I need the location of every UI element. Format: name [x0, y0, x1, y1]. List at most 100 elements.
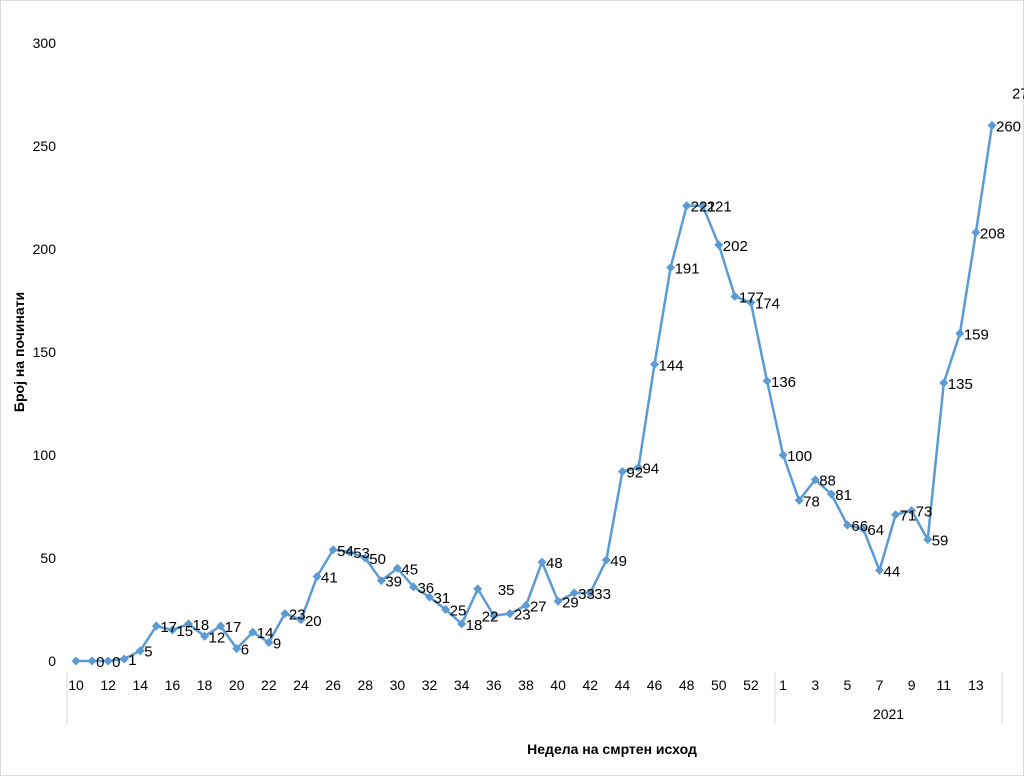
data-label: 27 [530, 598, 547, 615]
data-label: 71 [900, 508, 917, 525]
y-tick-label: 50 [40, 550, 56, 566]
data-label: 50 [369, 551, 386, 568]
data-point-marker [103, 656, 113, 666]
data-label: 59 [932, 532, 949, 549]
data-point-marker [200, 631, 210, 641]
data-point-marker [617, 466, 627, 476]
data-label: 17 [160, 619, 177, 636]
data-label: 31 [434, 590, 451, 607]
data-point-marker [425, 592, 435, 602]
data-point-marker [714, 240, 724, 250]
y-axis-ticks: 0 50 100 150 200 250 300 [33, 35, 57, 669]
data-point-marker [666, 263, 676, 273]
data-point-marker [71, 656, 81, 666]
y-tick-label: 150 [33, 344, 57, 360]
data-point-marker [473, 584, 483, 594]
data-point-marker [601, 555, 611, 565]
y-tick-label: 200 [33, 241, 57, 257]
data-point-marker [971, 228, 981, 238]
x-tick-label: 24 [293, 677, 309, 693]
data-label: 20 [305, 613, 322, 630]
x-tick-label: 38 [518, 677, 534, 693]
data-point-marker [360, 553, 370, 563]
x-tick-label: 20 [229, 677, 245, 693]
data-point-marker [987, 120, 997, 130]
x-tick-label: 32 [422, 677, 438, 693]
data-point-marker [312, 572, 322, 582]
x-axis-lines [66, 672, 1003, 724]
data-label: 6 [241, 642, 249, 659]
data-point-marker [698, 201, 708, 211]
x-tick-label: 12 [100, 677, 116, 693]
data-point-marker [457, 619, 467, 629]
data-point-marker [762, 376, 772, 386]
series-line [76, 125, 994, 663]
x-tick-label: 10 [68, 677, 84, 693]
data-point-marker [778, 450, 788, 460]
data-point-marker [505, 609, 515, 619]
data-label: 33 [578, 586, 595, 603]
data-label: 44 [884, 563, 901, 580]
data-point-marker [553, 596, 563, 606]
x-tick-label: 48 [679, 677, 695, 693]
data-point-marker [376, 576, 386, 586]
data-label: 135 [948, 376, 973, 393]
data-label: 221 [691, 199, 716, 216]
data-point-marker [569, 588, 579, 598]
x-tick-label: 34 [454, 677, 470, 693]
x-tick-label: 7 [876, 677, 884, 693]
x-tick-label: 13 [968, 677, 984, 693]
data-point-marker [746, 298, 756, 308]
data-point-marker [392, 563, 402, 573]
data-label: 174 [755, 296, 780, 313]
data-point-marker [280, 609, 290, 619]
x-tick-label: 14 [132, 677, 148, 693]
data-label: 12 [209, 629, 226, 646]
x-tick-label: 3 [811, 677, 819, 693]
x-tick-label: 42 [582, 677, 598, 693]
data-point-marker [328, 545, 338, 555]
data-label: 66 [851, 518, 868, 535]
y-tick-label: 100 [33, 447, 57, 463]
y-tick-label: 0 [48, 653, 56, 669]
data-point-marker [794, 495, 804, 505]
x-tick-label: 11 [937, 677, 952, 693]
data-point-marker [296, 615, 306, 625]
x-tick-label: 5 [843, 677, 851, 693]
data-point-marker [183, 619, 193, 629]
x-tick-label: 46 [647, 677, 663, 693]
data-label: 276 [1012, 85, 1024, 102]
x-tick-label: 9 [908, 677, 916, 693]
data-label: 177 [739, 289, 764, 306]
data-point-marker [344, 547, 354, 557]
y-tick-label: 300 [33, 35, 57, 51]
data-label: 136 [771, 374, 796, 391]
data-point-marker [87, 656, 97, 666]
data-label: 260 [996, 118, 1021, 135]
data-point-marker [842, 520, 852, 530]
y-axis-title: Број на починати [11, 292, 27, 412]
data-point-marker [891, 510, 901, 520]
data-label: 41 [321, 570, 338, 587]
data-point-marker [826, 489, 836, 499]
data-label: 9 [273, 635, 281, 652]
data-point-marker [907, 506, 917, 516]
data-label: 25 [450, 603, 467, 620]
data-point-marker [489, 611, 499, 621]
data-label: 73 [916, 504, 933, 521]
data-label: 49 [610, 553, 627, 570]
data-point-marker [730, 291, 740, 301]
data-label: 0 [112, 654, 120, 671]
data-label: 36 [417, 580, 434, 597]
data-label: 100 [787, 448, 812, 465]
x-tick-label: 28 [357, 677, 373, 693]
data-point-marker [955, 328, 965, 338]
data-label: 22 [482, 609, 499, 626]
data-label: 23 [289, 607, 306, 624]
data-label: 94 [642, 460, 659, 477]
x-tick-label: 52 [743, 677, 759, 693]
data-point-marker [167, 625, 177, 635]
data-label: 1 [128, 652, 136, 669]
